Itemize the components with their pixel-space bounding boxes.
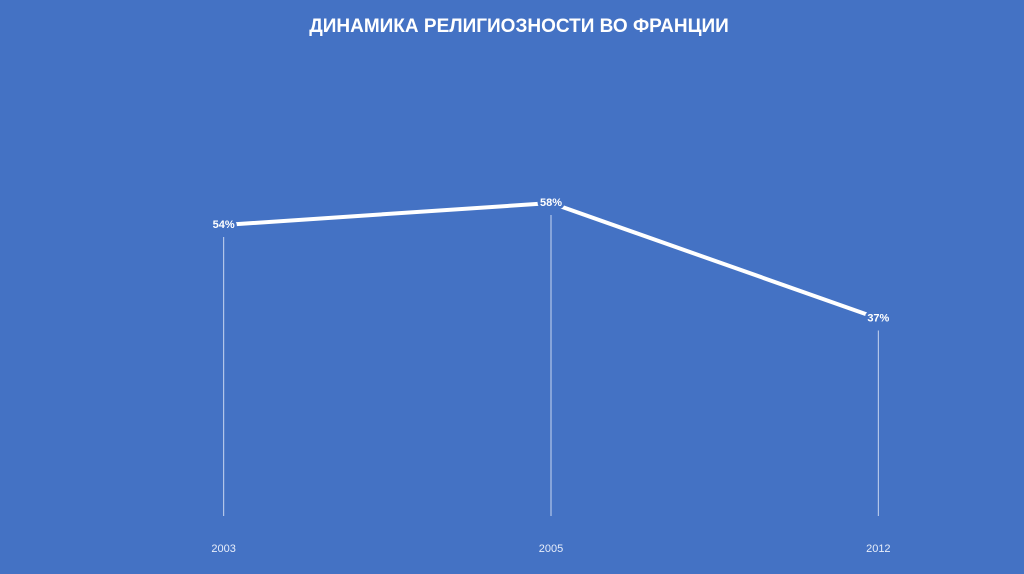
x-tick-label: 2005	[539, 543, 563, 555]
data-line	[223, 201, 879, 321]
chart-title: ДИНАМИКА РЕЛИГИОЗНОСТИ ВО ФРАНЦИИ	[309, 16, 729, 37]
value-label: 54%	[213, 219, 235, 231]
x-tick-label: 2003	[211, 543, 235, 555]
x-tick-label: 2012	[866, 543, 890, 555]
value-label: 58%	[540, 197, 562, 209]
value-label: 37%	[867, 312, 889, 324]
